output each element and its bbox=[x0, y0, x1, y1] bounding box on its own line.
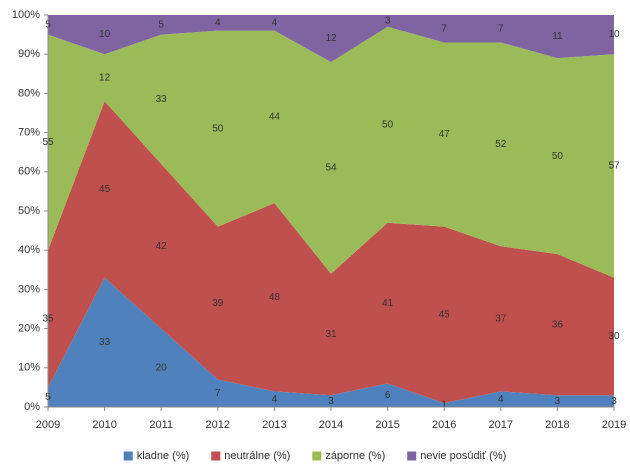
legend-label: nevie posúdiť (%) bbox=[420, 450, 506, 462]
data-label: 6 bbox=[385, 390, 391, 401]
y-tick-label: 70% bbox=[18, 127, 40, 139]
y-tick-label: 90% bbox=[18, 48, 40, 60]
x-tick-label: 2012 bbox=[206, 419, 230, 431]
data-label: 52 bbox=[495, 139, 507, 150]
data-label: 3 bbox=[385, 16, 391, 27]
legend-swatch bbox=[407, 451, 417, 461]
data-label: 10 bbox=[99, 29, 111, 40]
y-tick-label: 80% bbox=[18, 87, 40, 99]
data-label: 50 bbox=[212, 123, 224, 134]
data-label: 12 bbox=[325, 33, 337, 44]
data-label: 44 bbox=[269, 112, 281, 123]
legend-label: neutrálne (%) bbox=[224, 450, 290, 462]
data-label: 50 bbox=[552, 151, 564, 162]
area bbox=[48, 277, 614, 407]
legend-swatch bbox=[312, 451, 322, 461]
y-tick-label: 30% bbox=[18, 283, 40, 295]
data-label: 39 bbox=[212, 298, 224, 309]
x-tick-label: 2017 bbox=[489, 419, 513, 431]
y-tick-label: 0% bbox=[24, 401, 40, 413]
data-label: 42 bbox=[156, 241, 168, 252]
data-label: 7 bbox=[498, 23, 504, 34]
data-label: 3 bbox=[611, 396, 617, 407]
y-tick-label: 40% bbox=[18, 244, 40, 256]
data-label: 30 bbox=[608, 331, 620, 342]
x-tick-label: 2016 bbox=[432, 419, 456, 431]
data-label: 41 bbox=[382, 298, 394, 309]
data-label: 4 bbox=[498, 394, 504, 405]
legend-label: kladne (%) bbox=[137, 450, 190, 462]
data-label: 33 bbox=[156, 94, 168, 105]
data-label: 45 bbox=[99, 184, 111, 195]
data-label: 4 bbox=[215, 17, 221, 28]
data-label: 11 bbox=[552, 31, 563, 42]
area bbox=[48, 101, 614, 404]
data-label: 4 bbox=[272, 394, 278, 405]
area bbox=[48, 26, 614, 278]
y-tick-label: 100% bbox=[12, 9, 40, 21]
legend-swatch bbox=[211, 451, 221, 461]
data-label: 36 bbox=[552, 319, 564, 330]
x-tick-label: 2013 bbox=[262, 419, 286, 431]
x-tick-label: 2009 bbox=[36, 419, 60, 431]
data-label: 7 bbox=[441, 23, 447, 34]
data-label: 12 bbox=[99, 72, 111, 83]
area bbox=[48, 15, 614, 63]
data-label: 47 bbox=[439, 129, 451, 140]
y-tick-label: 20% bbox=[18, 323, 40, 335]
data-label: 33 bbox=[99, 337, 111, 348]
data-label: 5 bbox=[158, 19, 164, 30]
x-tick-label: 2011 bbox=[149, 419, 173, 431]
data-label: 20 bbox=[156, 362, 168, 373]
x-tick-label: 2010 bbox=[92, 419, 116, 431]
data-label: 48 bbox=[269, 292, 281, 303]
data-label: 31 bbox=[325, 329, 337, 340]
y-tick-label: 60% bbox=[18, 166, 40, 178]
y-tick-label: 50% bbox=[18, 205, 40, 217]
x-tick-label: 2015 bbox=[375, 419, 399, 431]
x-tick-label: 2019 bbox=[602, 419, 626, 431]
data-label: 3 bbox=[328, 396, 334, 407]
data-label: 54 bbox=[325, 163, 337, 174]
legend-swatch bbox=[123, 451, 133, 461]
x-tick-label: 2014 bbox=[319, 419, 343, 431]
data-label: 50 bbox=[382, 119, 394, 130]
data-label: 45 bbox=[439, 310, 451, 321]
data-label: 37 bbox=[495, 313, 507, 324]
data-label: 57 bbox=[608, 161, 620, 172]
data-label: 4 bbox=[272, 17, 278, 28]
y-tick-label: 10% bbox=[18, 362, 40, 374]
data-label: 7 bbox=[215, 388, 221, 399]
x-tick-label: 2018 bbox=[545, 419, 569, 431]
data-label: 3 bbox=[555, 396, 561, 407]
data-label: 1 bbox=[441, 400, 447, 411]
legend-label: záporne (%) bbox=[325, 450, 385, 462]
data-label: 10 bbox=[608, 29, 620, 40]
